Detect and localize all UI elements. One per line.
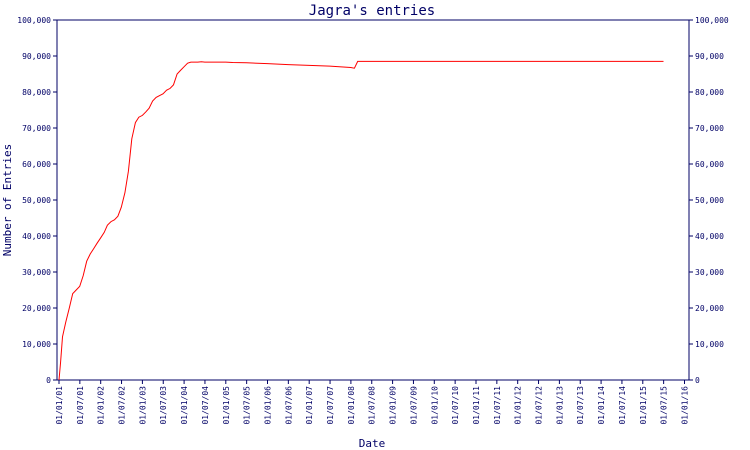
x-tick-label: 01/07/06	[284, 386, 293, 425]
x-tick-label: 01/07/09	[409, 386, 418, 425]
y-tick-label-left: 50,000	[22, 196, 51, 205]
x-tick-label: 01/01/04	[180, 386, 189, 425]
x-tick-label: 01/01/15	[639, 386, 648, 425]
chart-title: Jagra's entries	[309, 3, 435, 19]
y-tick-label-right: 80,000	[695, 88, 724, 97]
y-tick-label-right: 20,000	[695, 304, 724, 313]
y-tick-label-left: 90,000	[22, 52, 51, 61]
x-tick-label: 01/01/08	[347, 386, 356, 425]
y-tick-label-left: 30,000	[22, 268, 51, 277]
x-tick-label: 01/01/10	[430, 386, 439, 425]
y-axis-left: 0 10,000 20,000 30,000 40,000 50,000 60,000 70,…	[17, 16, 57, 385]
x-tick-label: 01/01/11	[472, 386, 481, 425]
x-tick-label: 01/07/15	[660, 386, 669, 425]
x-tick-label: 01/01/03	[138, 386, 147, 425]
x-tick-label: 01/01/06	[263, 386, 272, 425]
y-tick-label-right: 50,000	[695, 196, 724, 205]
y-tick-label-left: 20,000	[22, 304, 51, 313]
x-tick-label: 01/07/10	[451, 386, 460, 425]
y-tick-label-right: 70,000	[695, 124, 724, 133]
y-tick-label-right: 10,000	[695, 340, 724, 349]
y-tick-label-right: 60,000	[695, 160, 724, 169]
x-tick-label: 01/01/16	[680, 386, 689, 425]
x-tick-label: 01/07/14	[618, 386, 627, 425]
x-tick-label: 01/07/11	[493, 386, 502, 425]
y-tick-label-left: 0	[46, 376, 51, 385]
y-axis-right: 0 10,000 20,000 30,000 40,000 50,000 60,000 70,…	[689, 16, 729, 385]
y-tick-label-right: 40,000	[695, 232, 724, 241]
x-tick-label: 01/01/07	[305, 386, 314, 425]
x-tick-label: 01/07/01	[76, 386, 85, 425]
y-tick-label-right: 100,000	[695, 16, 729, 25]
x-tick-label: 01/07/07	[326, 386, 335, 425]
x-tick-label: 01/01/05	[222, 386, 231, 425]
plot-frame	[56, 19, 690, 381]
x-tick-label: 01/01/12	[514, 386, 523, 425]
y-tick-label-right: 90,000	[695, 52, 724, 61]
series-line-entries	[58, 60, 664, 381]
x-tick-label: 01/01/14	[597, 386, 606, 425]
y-tick-label-right: 30,000	[695, 268, 724, 277]
x-tick-label: 01/07/05	[243, 386, 252, 425]
y-tick-label-left: 10,000	[22, 340, 51, 349]
y-tick-label-left: 70,000	[22, 124, 51, 133]
x-tick-label: 01/07/08	[368, 386, 377, 425]
x-tick-label: 01/07/04	[201, 386, 210, 425]
x-tick-label: 01/07/12	[535, 386, 544, 425]
x-tick-label: 01/01/09	[389, 386, 398, 425]
y-tick-label-left: 80,000	[22, 88, 51, 97]
y-tick-label-right: 0	[695, 376, 700, 385]
x-tick-label: 01/07/03	[159, 386, 168, 425]
x-tick-label: 01/01/13	[555, 386, 564, 425]
x-tick-label: 01/01/01	[55, 386, 64, 425]
y-tick-label-left: 100,000	[17, 16, 51, 25]
x-tick-label: 01/07/13	[576, 386, 585, 425]
y-tick-label-left: 40,000	[22, 232, 51, 241]
y-axis-label: Number of Entries	[1, 144, 14, 257]
x-tick-label: 01/01/02	[97, 386, 106, 425]
x-axis: 01/01/01 01/07/01 01/01/02 01/07/02 01/01/03…	[55, 380, 689, 425]
x-axis-label: Date	[359, 437, 386, 450]
x-tick-label: 01/07/02	[118, 386, 127, 425]
y-tick-label-left: 60,000	[22, 160, 51, 169]
